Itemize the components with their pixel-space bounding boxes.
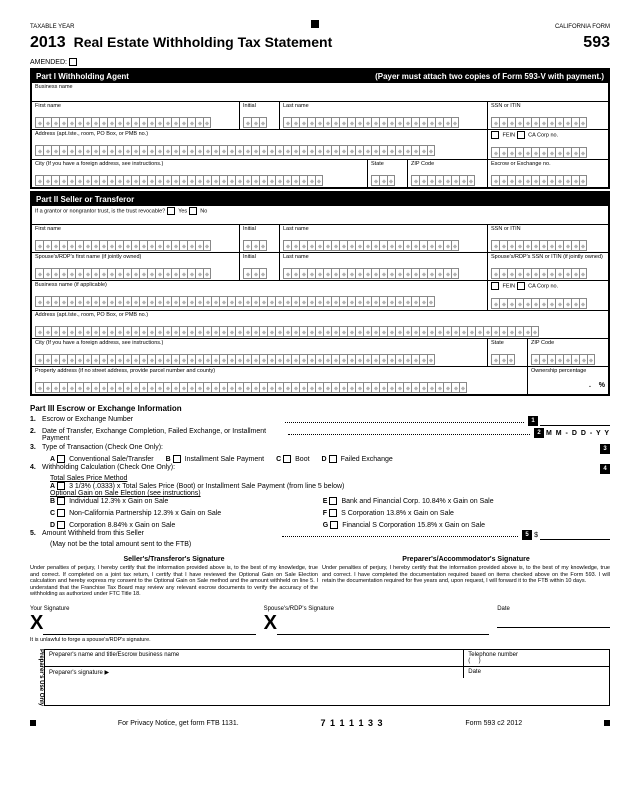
address-input[interactable] xyxy=(35,145,484,156)
fein-input[interactable] xyxy=(491,147,605,158)
registration-mark xyxy=(311,20,319,28)
first-name-input[interactable] xyxy=(35,117,236,128)
title-row: 2013 Real Estate Withholding Tax Stateme… xyxy=(30,34,610,52)
signature-area: Your Signature X Spouse's/RDP's Signatur… xyxy=(30,606,610,635)
ssn-input[interactable] xyxy=(491,117,605,128)
header: TAXABLE YEAR CALIFORNIA FORM xyxy=(30,20,610,30)
date-input[interactable] xyxy=(497,612,610,628)
part3: Part III Escrow or Exchange Information … xyxy=(30,402,610,548)
form-number: 593 xyxy=(583,34,610,52)
part2-header: Part II Seller or Transferor xyxy=(32,193,608,206)
spouse-signature-input[interactable] xyxy=(277,619,489,635)
taxable-year-label: TAXABLE YEAR xyxy=(30,24,74,30)
last-name-input[interactable] xyxy=(283,117,484,128)
footer: For Privacy Notice, get form FTB 1131. 7… xyxy=(30,718,610,728)
title: Real Estate Withholding Tax Statement xyxy=(74,34,576,50)
preparer-section: Preparer's Use Only Preparer's name and … xyxy=(30,649,610,706)
signature-input[interactable] xyxy=(43,619,255,635)
city-input[interactable] xyxy=(35,175,364,186)
part1-header: Part I Withholding Agent (Payer must att… xyxy=(32,70,608,83)
part2: Part II Seller or Transferor If a granto… xyxy=(30,191,610,396)
year: 2013 xyxy=(30,34,66,52)
perjury-section: Seller's/Transferor's Signature Under pe… xyxy=(30,556,610,598)
amended-checkbox[interactable] xyxy=(69,58,77,66)
amended-row: AMENDED: xyxy=(30,58,610,66)
initial-input[interactable] xyxy=(243,117,276,128)
calif-form-label: CALIFORNIA FORM xyxy=(555,24,610,30)
part1: Part I Withholding Agent (Payer must att… xyxy=(30,68,610,189)
